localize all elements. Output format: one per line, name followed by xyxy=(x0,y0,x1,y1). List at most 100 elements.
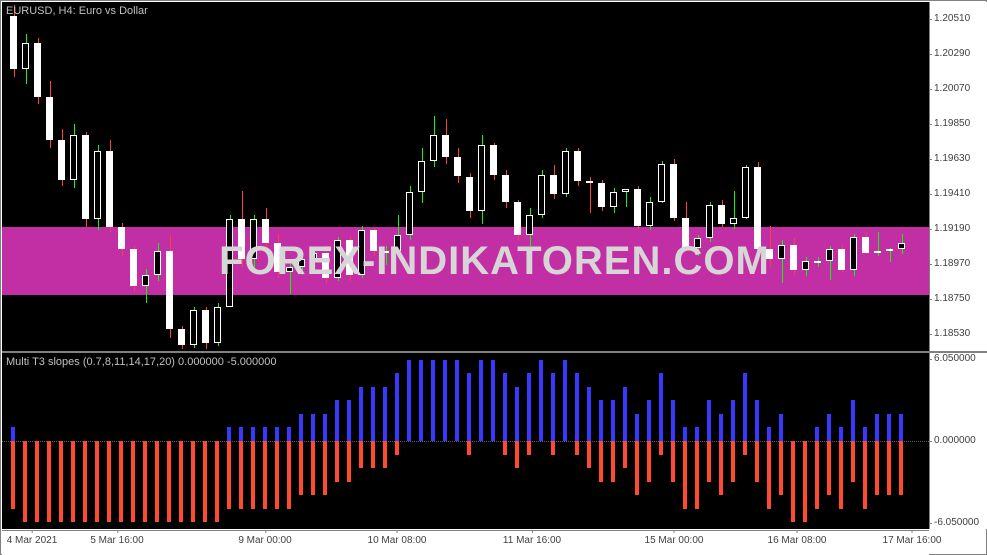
time-tick: 4 Mar 2021 xyxy=(7,535,58,546)
indicator-bar-neg xyxy=(119,441,123,522)
candle-body xyxy=(514,202,521,235)
candle-body xyxy=(718,205,725,224)
indicator-bar-pos xyxy=(275,427,279,441)
indicator-bar-pos xyxy=(395,373,399,441)
indicator-bar-pos xyxy=(311,414,315,441)
indicator-bar-pos xyxy=(719,414,723,441)
indicator-bar-pos xyxy=(335,400,339,441)
indicator-bar-pos xyxy=(599,400,603,441)
candle-body xyxy=(574,151,581,181)
indicator-bar-neg xyxy=(887,441,891,495)
indicator-bar-pos xyxy=(479,360,483,441)
candle-body xyxy=(10,16,17,68)
indicator-bar-neg xyxy=(899,441,903,495)
indicator-bar-neg xyxy=(527,441,531,455)
indicator-bar-neg xyxy=(623,441,627,468)
indicator-bar-neg xyxy=(767,441,771,509)
candle-body xyxy=(70,135,77,179)
indicator-bar-pos xyxy=(239,427,243,441)
indicator-bar-pos xyxy=(587,387,591,441)
indicator-bar-neg xyxy=(191,441,195,522)
indicator-bar-pos xyxy=(455,360,459,441)
indicator-bar-neg xyxy=(731,441,735,482)
indicator-bar-neg xyxy=(503,441,507,455)
indicator-bar-neg xyxy=(59,441,63,522)
indicator-bar-neg xyxy=(227,441,231,509)
indicator-bar-neg xyxy=(803,441,807,522)
candle-body xyxy=(214,307,221,343)
indicator-bar-neg xyxy=(311,441,315,495)
indicator-bar-neg xyxy=(347,441,351,482)
candle-body xyxy=(454,157,461,176)
indicator-bar-pos xyxy=(443,360,447,441)
indicator-bar-neg xyxy=(815,441,819,509)
indicator-tick: 6.050000 xyxy=(934,353,976,364)
candle-body xyxy=(478,145,485,212)
indicator-bar-neg xyxy=(263,441,267,509)
indicator-bar-pos xyxy=(695,427,699,441)
indicator-bar-neg xyxy=(827,441,831,495)
indicator-bar-neg xyxy=(107,441,111,522)
indicator-bar-neg xyxy=(791,441,795,522)
candle-body xyxy=(742,167,749,218)
indicator-title: Multi T3 slopes (0.7,8,11,14,17,20) 0.00… xyxy=(6,356,277,368)
zero-line xyxy=(2,441,929,442)
indicator-bar-pos xyxy=(503,373,507,441)
indicator-bar-pos xyxy=(743,373,747,441)
indicator-bar-neg xyxy=(719,441,723,495)
indicator-bar-neg xyxy=(851,441,855,482)
chart-title: EURUSD, H4: Euro vs Dollar xyxy=(6,5,148,17)
indicator-bar-pos xyxy=(383,387,387,441)
indicator-bar-pos xyxy=(515,387,519,441)
candle-body xyxy=(646,202,653,226)
indicator-bar-neg xyxy=(155,441,159,522)
indicator-bar-neg xyxy=(839,441,843,509)
indicator-bar-pos xyxy=(287,427,291,441)
indicator-bar-neg xyxy=(743,441,747,455)
indicator-bar-pos xyxy=(539,360,543,441)
indicator-bar-pos xyxy=(359,387,363,441)
indicator-bar-neg xyxy=(287,441,291,509)
candle-body xyxy=(466,177,473,212)
candle-body xyxy=(406,192,413,235)
indicator-bar-neg xyxy=(215,441,219,522)
time-tick: 17 Mar 16:00 xyxy=(883,535,942,546)
indicator-bar-neg xyxy=(23,441,27,522)
indicator-bar-neg xyxy=(83,441,87,522)
candle-body xyxy=(598,183,605,207)
indicator-bar-neg xyxy=(611,441,615,482)
candle-body xyxy=(190,310,197,345)
indicator-bar-neg xyxy=(575,441,579,455)
candle-body xyxy=(442,135,449,157)
indicator-bar-neg xyxy=(875,441,879,495)
indicator-bar-pos xyxy=(827,414,831,441)
candle-body xyxy=(202,310,209,343)
indicator-bar-pos xyxy=(431,360,435,441)
indicator-bar-pos xyxy=(575,373,579,441)
candle-body xyxy=(430,135,437,160)
indicator-bar-pos xyxy=(323,414,327,441)
price-tick: 1.19410 xyxy=(934,188,970,199)
candle-body xyxy=(658,164,665,202)
indicator-bar-neg xyxy=(275,441,279,509)
indicator-bar-neg xyxy=(359,441,363,468)
candle-body xyxy=(610,192,617,206)
indicator-bar-neg xyxy=(755,441,759,482)
indicator-bar-pos xyxy=(839,427,843,441)
indicator-bar-pos xyxy=(263,427,267,441)
indicator-bar-neg xyxy=(131,441,135,522)
indicator-bar-pos xyxy=(779,414,783,441)
indicator-bar-neg xyxy=(551,441,555,455)
indicator-bar-pos xyxy=(755,400,759,441)
indicator-bar-pos xyxy=(611,400,615,441)
indicator-bar-neg xyxy=(515,441,519,468)
indicator-bar-neg xyxy=(203,441,207,522)
indicator-bar-neg xyxy=(239,441,243,509)
indicator-bar-neg xyxy=(671,441,675,482)
indicator-bar-neg xyxy=(779,441,783,495)
indicator-bar-pos xyxy=(347,400,351,441)
indicator-bar-pos xyxy=(251,427,255,441)
candle-body xyxy=(58,140,65,180)
price-chart-panel[interactable]: EURUSD, H4: Euro vs Dollar xyxy=(2,2,929,351)
indicator-panel[interactable]: Multi T3 slopes (0.7,8,11,14,17,20) 0.00… xyxy=(2,353,929,529)
